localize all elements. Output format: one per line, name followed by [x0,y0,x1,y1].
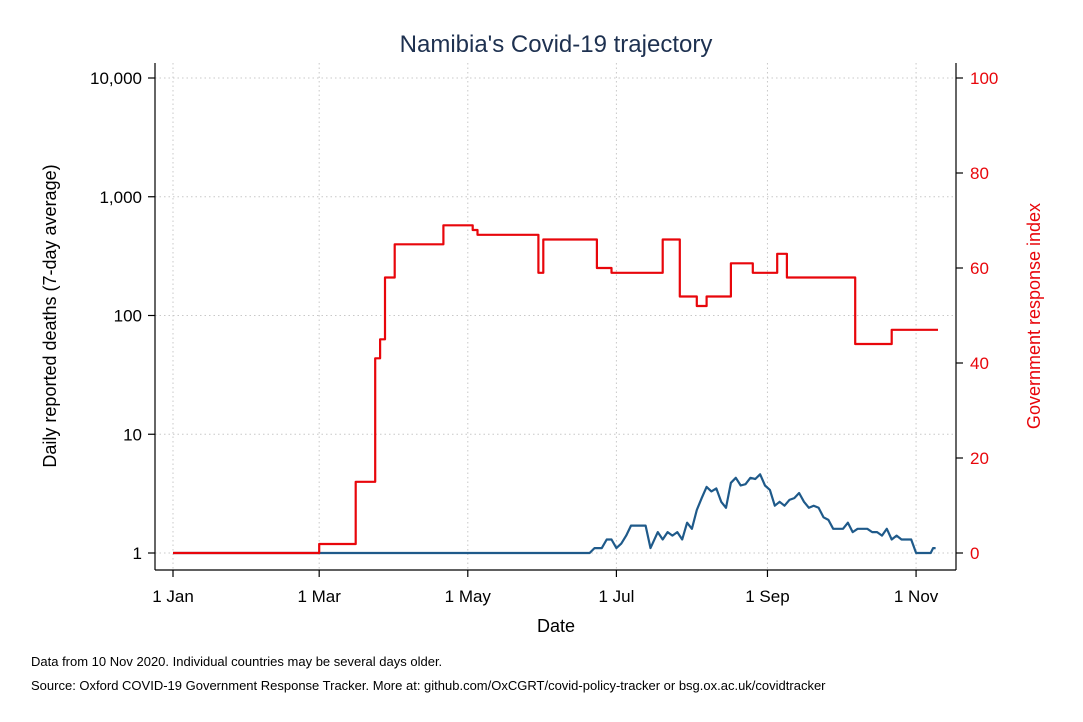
y-axis-right-label: Government response index [1024,203,1044,429]
x-tick-label-2: 1 May [445,587,492,606]
series-line-deaths [173,473,936,555]
data-date-note: Data from 10 Nov 2020. Individual countr… [31,654,443,669]
y-left-tick-label-1: 10 [123,425,142,444]
tick-labels: 1 10 100 1,000 10,000 0 20 40 60 80 100 1 Jan 1 Mar 1… [90,69,998,606]
grid-lines [155,63,956,570]
y-right-tick-label-1: 20 [970,449,989,468]
x-tick-label-3: 1 Jul [598,587,634,606]
axes [148,63,963,577]
y-axis-left-label: Daily reported deaths (7-day average) [40,164,60,467]
chart-title: Namibia's Covid-19 trajectory [400,31,713,58]
y-left-tick-label-2: 100 [114,307,142,326]
series-line-response [173,224,938,555]
y-right-tick-label-2: 40 [970,354,989,373]
y-left-tick-label-4: 10,000 [90,69,142,88]
x-tick-label-1: 1 Mar [297,587,341,606]
x-tick-label-4: 1 Sep [745,587,789,606]
x-tick-label-0: 1 Jan [152,587,194,606]
source-note: Source: Oxford COVID-19 Government Respo… [31,678,826,693]
y-left-tick-label-0: 1 [133,544,142,563]
y-right-tick-label-0: 0 [970,544,979,563]
y-right-tick-label-5: 100 [970,69,998,88]
series-lines [173,224,938,555]
x-axis-label: Date [537,616,575,636]
y-right-tick-label-3: 60 [970,259,989,278]
y-left-tick-label-3: 1,000 [99,188,142,207]
x-tick-label-5: 1 Nov [894,587,939,606]
y-right-tick-label-4: 80 [970,164,989,183]
